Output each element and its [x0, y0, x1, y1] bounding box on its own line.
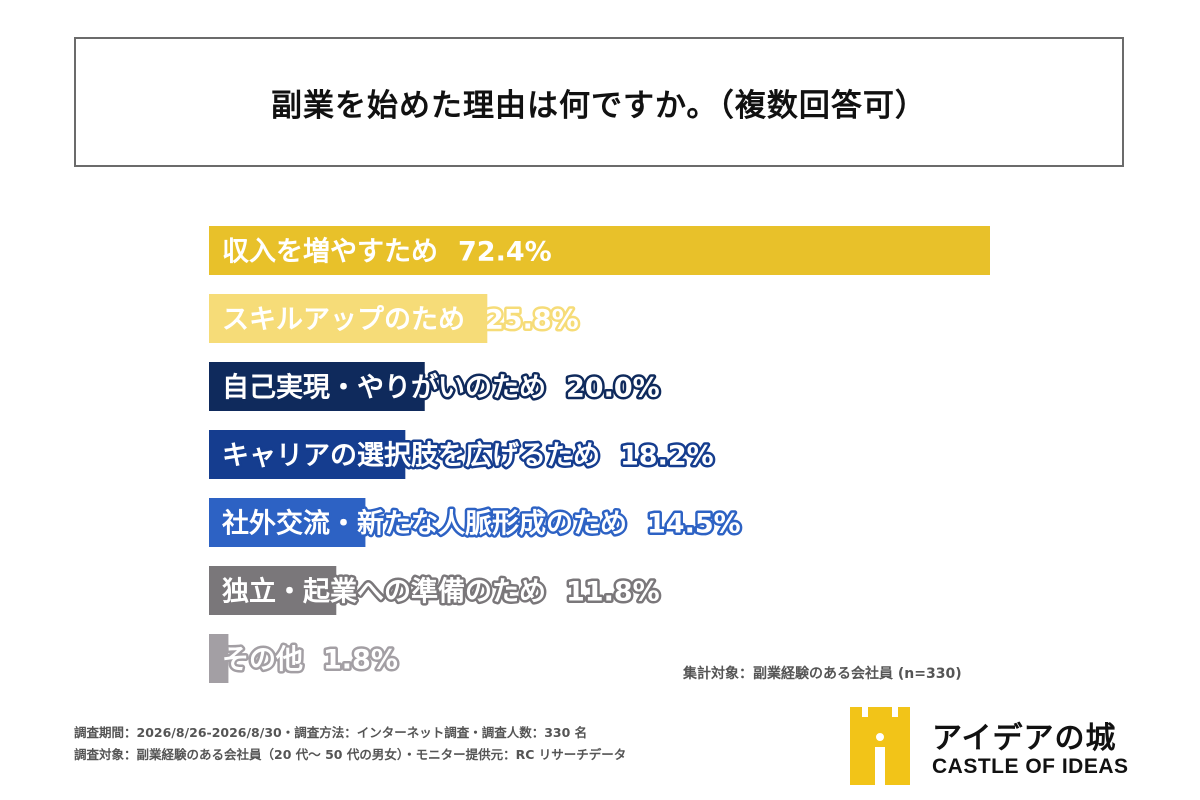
bar-label-1: 収入を増やすため 72.4% — [222, 236, 552, 268]
title-box: 副業を始めた理由は何ですか。（複数回答可） — [74, 37, 1124, 167]
sample-note: 集計対象：副業経験のある会社員 (n=330) — [683, 666, 962, 682]
value-label: 25.8% — [485, 305, 579, 336]
category-label: その他 — [222, 645, 303, 676]
category-label: 独立・起業への準備のため — [222, 576, 546, 608]
bar-label-5: 社外交流・新たな人脈形成のため 14.5% — [222, 508, 741, 540]
bar-3 — [209, 362, 425, 411]
category-label: キャリアの選択肢を広げるため — [222, 440, 600, 472]
survey-target-line: 調査対象：副業経験のある会社員（20 代〜 50 代の男女）・モニター提供元：R… — [74, 747, 627, 762]
value-label: 20.0% — [566, 373, 660, 404]
bar-label-6: 独立・起業への準備のため 11.8% — [222, 576, 660, 608]
value-label: 14.5% — [647, 509, 741, 540]
bar-5 — [209, 498, 366, 547]
category-label: 収入を増やすため — [222, 236, 438, 268]
value-label: 1.8% — [323, 645, 398, 676]
bar-label-4: キャリアの選択肢を広げるため 18.2% — [222, 440, 714, 472]
category-label: スキルアップのため — [222, 305, 465, 336]
bar-label-7: その他 1.8% — [222, 645, 398, 676]
brand-name-jp: アイデアの城 — [932, 721, 1117, 756]
brand-logo: アイデアの城 CASTLE OF IDEAS — [850, 707, 1140, 785]
bar-label-3: 自己実現・やりがいのため 20.0% — [222, 372, 660, 404]
category-label: 自己実現・やりがいのため — [222, 372, 546, 404]
bar-2 — [209, 294, 488, 343]
bar-1 — [209, 226, 990, 275]
bar-7 — [209, 634, 229, 683]
value-label: 18.2% — [620, 441, 714, 472]
value-label: 72.4% — [458, 237, 552, 268]
category-label: 社外交流・新たな人脈形成のため — [222, 508, 627, 540]
survey-period-line: 調査期間：2026/8/26-2026/8/30・調査方法：インターネット調査・… — [74, 725, 588, 740]
value-label: 11.8% — [566, 577, 660, 608]
brand-name-en: CASTLE OF IDEAS — [932, 755, 1129, 778]
castle-icon — [850, 707, 910, 785]
chart-title: 副業を始めた理由は何ですか。（複数回答可） — [271, 87, 927, 124]
bar-4 — [209, 430, 406, 479]
bar-label-2: スキルアップのため 25.8% — [222, 305, 579, 336]
survey-footer: 調査期間：2026/8/26-2026/8/30・調査方法：インターネット調査・… — [74, 722, 626, 766]
bar-6 — [209, 566, 337, 615]
